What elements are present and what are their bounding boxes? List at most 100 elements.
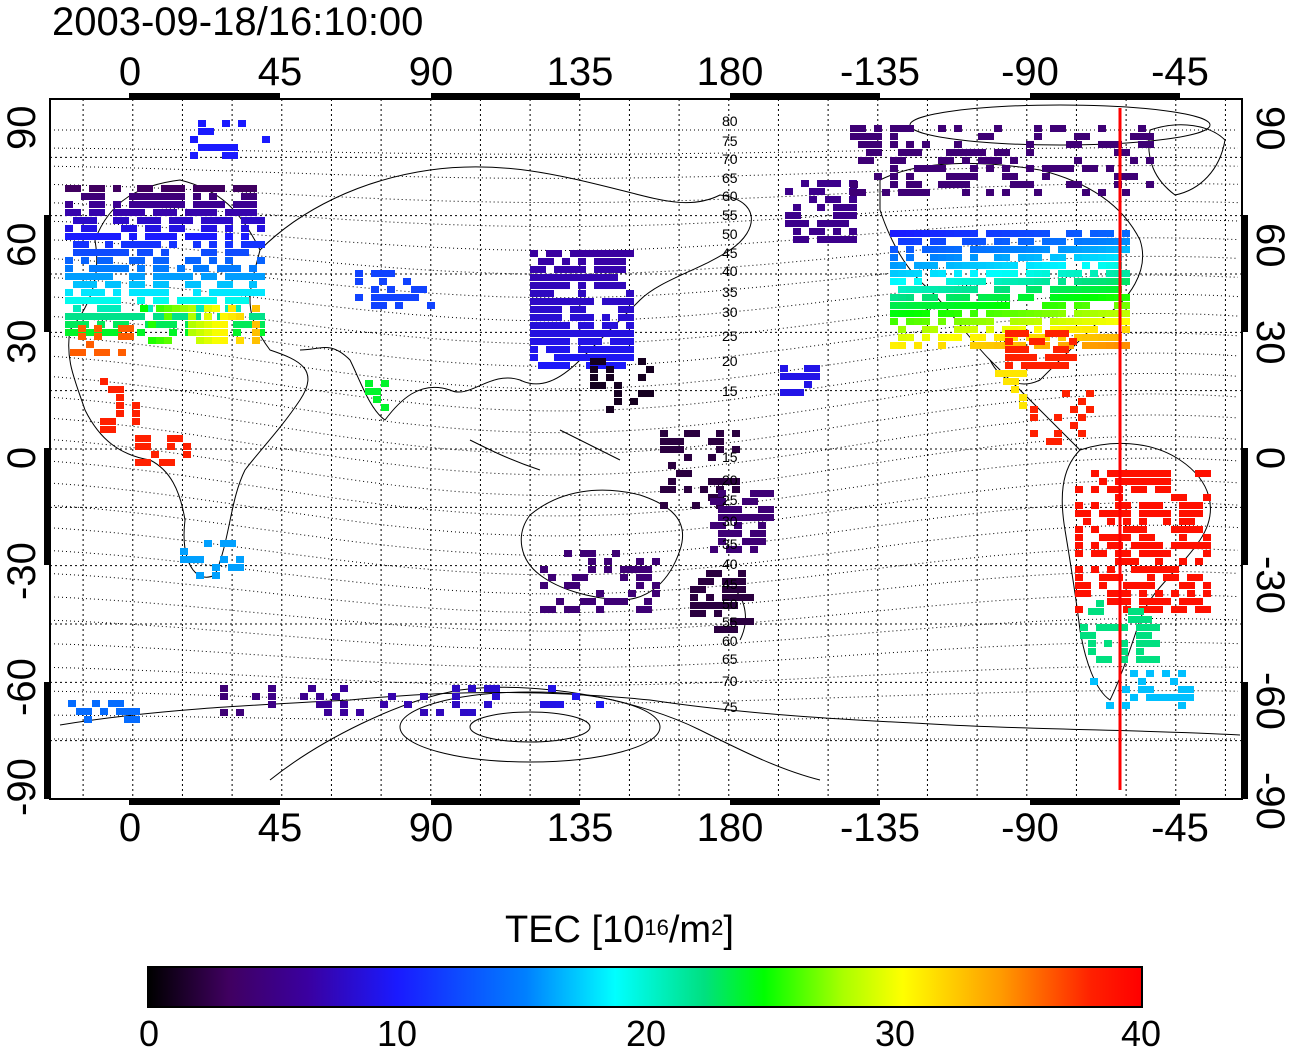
tec-cell — [225, 209, 233, 216]
tec-cell — [1144, 640, 1152, 647]
tec-cell — [169, 313, 177, 320]
tec-cell — [954, 294, 962, 301]
tec-cell — [700, 486, 708, 493]
tec-cell — [1114, 270, 1122, 277]
tec-cell — [620, 598, 628, 605]
tec-cell — [411, 286, 419, 293]
tec-cell — [371, 270, 379, 277]
tec-cell — [946, 334, 954, 341]
tec-cell — [890, 125, 898, 132]
tec-cell — [220, 329, 228, 336]
tec-cell — [570, 330, 578, 337]
tec-cell — [118, 349, 126, 356]
tec-cell — [874, 173, 882, 180]
tec-cell — [1082, 326, 1090, 333]
tec-cell — [153, 265, 161, 272]
tec-cell — [198, 128, 206, 135]
tec-cell — [1075, 526, 1083, 533]
tec-cell — [716, 446, 724, 453]
tec-cell — [758, 538, 766, 545]
tec-cell — [594, 250, 602, 257]
tec-cell — [1066, 318, 1074, 325]
tec-cell — [241, 217, 249, 224]
tec-cell — [1050, 262, 1058, 269]
tec-cell — [890, 262, 898, 269]
tec-cell — [1026, 141, 1034, 148]
tec-cell — [100, 426, 108, 433]
tec-cell — [137, 265, 145, 272]
tec-cell — [387, 286, 395, 293]
tec-cell — [236, 556, 244, 563]
tec-cell — [365, 380, 373, 387]
tec-cell — [193, 241, 201, 248]
tec-cell — [668, 446, 676, 453]
tec-cell — [1042, 302, 1050, 309]
tec-cell — [198, 120, 206, 127]
tec-cell — [938, 238, 946, 245]
tec-cell — [185, 209, 193, 216]
tec-cell — [76, 708, 84, 715]
tec-cell — [1026, 230, 1034, 237]
tec-cell — [129, 209, 137, 216]
tec-cell — [1098, 294, 1106, 301]
tec-cell — [970, 310, 978, 317]
tec-cell — [938, 125, 946, 132]
tec-cell — [193, 193, 201, 200]
tec-cell — [1152, 624, 1160, 631]
tec-cell — [97, 193, 105, 200]
tec-cell — [164, 313, 172, 320]
tec-cell — [1107, 470, 1115, 477]
tec-cell — [1131, 486, 1139, 493]
tec-cell — [586, 354, 594, 361]
tec-cell — [1090, 278, 1098, 285]
tec-cell — [129, 273, 137, 280]
tec-cell — [570, 250, 578, 257]
tec-cell — [1037, 362, 1045, 369]
tec-cell — [817, 204, 825, 211]
tec-cell — [898, 334, 906, 341]
tec-cell — [890, 302, 898, 309]
tec-cell — [874, 133, 882, 140]
tec-cell — [922, 230, 930, 237]
tec-cell — [970, 165, 978, 172]
tec-cell — [1002, 149, 1010, 156]
tec-cell — [137, 281, 145, 288]
tec-cell — [1034, 334, 1042, 341]
tec-cell — [1122, 342, 1130, 349]
tec-cell — [257, 329, 265, 336]
tec-cell — [249, 201, 257, 208]
tec-cell — [706, 578, 714, 585]
tec-cell — [1018, 294, 1026, 301]
tec-cell — [1147, 598, 1155, 605]
tec-cell — [1080, 624, 1088, 631]
tec-cell — [546, 362, 554, 369]
tec-cell — [1120, 648, 1128, 655]
tec-cell — [1082, 334, 1090, 341]
tec-cell — [1106, 286, 1114, 293]
tec-cell — [1090, 310, 1098, 317]
tec-cell — [1123, 590, 1131, 597]
tec-cell — [930, 270, 938, 277]
tec-cell — [668, 438, 676, 445]
tec-cell — [212, 329, 220, 336]
tec-cell — [236, 709, 244, 716]
tec-cell — [1107, 590, 1115, 597]
tec-cell — [161, 193, 169, 200]
tec-cell — [1130, 173, 1138, 180]
tec-cell — [954, 254, 962, 261]
tec-cell — [1139, 518, 1147, 525]
tec-cell — [554, 338, 562, 345]
tec-cell — [602, 354, 610, 361]
tec-cell — [890, 157, 898, 164]
tec-cell — [994, 270, 1002, 277]
tec-cell — [1106, 230, 1114, 237]
tec-cell — [156, 305, 164, 312]
tec-cell — [252, 305, 260, 312]
tec-cell — [420, 709, 428, 716]
tec-cell — [562, 274, 570, 281]
tec-cell — [169, 233, 177, 240]
tec-cell — [1146, 141, 1154, 148]
tec-cell — [316, 701, 324, 708]
tec-cell — [105, 305, 113, 312]
tec-cell — [1130, 670, 1138, 677]
